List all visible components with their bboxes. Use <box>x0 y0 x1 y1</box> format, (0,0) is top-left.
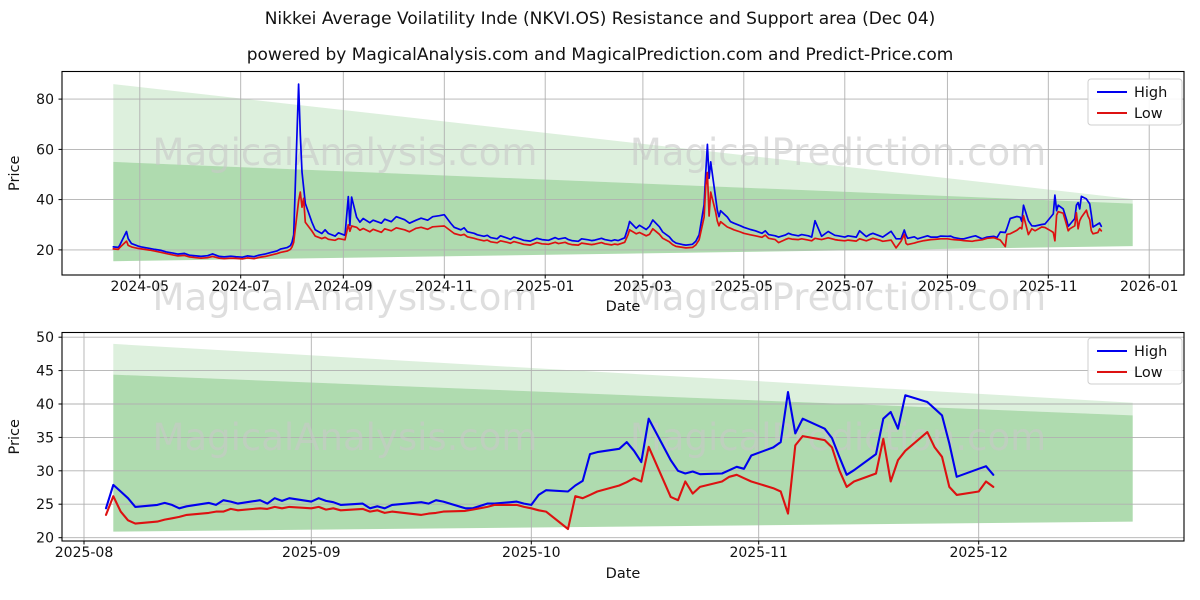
series-high-line <box>112 83 1103 259</box>
x-tick-label: 2025-09 <box>282 545 341 561</box>
y-tick-label: 80 <box>36 92 54 108</box>
watermark-magicalprediction: MagicalPrediction.com <box>630 276 1046 319</box>
plot-border <box>61 70 1185 276</box>
y-tick-label: 60 <box>36 142 54 158</box>
y-axis-label: Price <box>7 155 23 190</box>
x-tick-label: 2025-11 <box>1019 279 1078 295</box>
series-low-line <box>104 431 995 531</box>
top-chart: MagicalAnalysis.com MagicalPrediction.com… <box>7 70 1185 319</box>
x-tick-label: 2025-07 <box>816 279 875 295</box>
x-tick-label: 2025-03 <box>614 279 673 295</box>
band-support-area <box>113 374 1133 532</box>
series-low-line <box>112 171 1103 260</box>
x-tick-label: 2025-01 <box>516 279 575 295</box>
x-axis-label: Date <box>606 566 641 582</box>
y-tick-label: 20 <box>36 531 54 547</box>
y-axis-label: Price <box>7 419 23 454</box>
x-tick-label: 2025-11 <box>729 545 788 561</box>
legend-label-low: Low <box>1134 365 1163 381</box>
x-tick-label: 2026-01 <box>1120 279 1179 295</box>
x-axis-label: Date <box>606 299 641 315</box>
y-tick-label: 40 <box>36 397 54 413</box>
watermark-magicalprediction: MagicalPrediction.com <box>630 131 1046 174</box>
y-tick-label: 40 <box>36 193 54 209</box>
x-tick-label: 2024-11 <box>415 279 474 295</box>
y-tick-label: 25 <box>36 497 54 513</box>
y-tick-label: 35 <box>36 430 54 446</box>
bottom-chart: MagicalAnalysis.com MagicalPrediction.com… <box>7 330 1185 582</box>
band-resistance-area <box>113 84 1133 204</box>
x-tick-label: 2024-05 <box>111 279 170 295</box>
watermark-magicalanalysis: MagicalAnalysis.com <box>153 131 538 174</box>
page-subtitle: powered by MagicalAnalysis.com and Magic… <box>246 45 954 65</box>
watermark-magicalanalysis: MagicalAnalysis.com <box>153 416 538 459</box>
x-tick-label: 2025-08 <box>55 545 114 561</box>
y-tick-label: 20 <box>36 243 54 259</box>
page-title: Nikkei Average Voilatility Inde (NKVI.OS… <box>264 9 936 29</box>
legend-label-high: High <box>1134 85 1167 101</box>
series-high-line <box>104 390 995 510</box>
x-tick-label: 2025-12 <box>949 545 1008 561</box>
band-resistance-area <box>113 343 1133 416</box>
band-support-area <box>113 161 1133 262</box>
y-tick-label: 50 <box>36 330 54 346</box>
legend-label-low: Low <box>1134 106 1163 122</box>
plot-border <box>61 331 1185 542</box>
x-tick-label: 2024-09 <box>314 279 373 295</box>
x-tick-label: 2025-05 <box>715 279 774 295</box>
y-tick-label: 30 <box>36 464 54 480</box>
y-tick-label: 45 <box>36 364 54 380</box>
watermark-magicalanalysis: MagicalAnalysis.com <box>153 276 538 319</box>
x-tick-label: 2025-10 <box>502 545 561 561</box>
x-tick-label: 2024-07 <box>211 279 270 295</box>
legend-label-high: High <box>1134 344 1167 360</box>
x-tick-label: 2025-09 <box>918 279 977 295</box>
